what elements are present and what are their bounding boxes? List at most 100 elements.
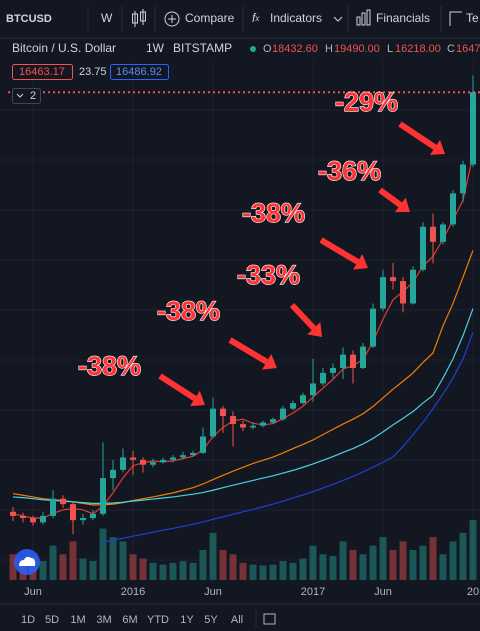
fx-icon[interactable]: fx <box>252 11 260 25</box>
candle-body <box>380 277 386 309</box>
range-button[interactable]: 1D <box>21 614 35 626</box>
legend: Bitcoin / U.S. Dollar 1W BITSTAMP O 1843… <box>12 41 480 55</box>
symbol-title: Bitcoin / U.S. Dollar <box>12 41 116 55</box>
volume-bar <box>329 556 337 580</box>
compare-icon[interactable] <box>164 11 180 27</box>
spread: 23.75 <box>79 66 107 78</box>
candle-body <box>60 498 66 505</box>
candle-body <box>120 457 126 470</box>
arrow-head <box>262 354 277 370</box>
indicators-button[interactable]: Indicators <box>270 11 322 25</box>
candle-body <box>160 459 166 463</box>
volume-bar <box>359 554 367 580</box>
indicator-count: 2 <box>30 90 36 102</box>
candle-body <box>320 372 326 384</box>
range-button[interactable]: All <box>231 614 243 626</box>
ask[interactable]: 16486.92 <box>116 66 162 78</box>
candle-body <box>190 452 196 456</box>
range-button[interactable]: 3M <box>96 614 111 626</box>
candle-body <box>200 436 206 453</box>
volume-bar <box>189 562 197 580</box>
candle-body <box>20 515 26 519</box>
candle-body <box>420 226 426 270</box>
financials-icon[interactable] <box>356 9 371 26</box>
candle-body <box>100 478 106 514</box>
range-button[interactable]: 5Y <box>204 614 218 626</box>
moving-average <box>102 332 474 543</box>
arrow-head <box>307 322 322 337</box>
volume-bar <box>239 562 247 580</box>
volume-bar <box>59 554 67 580</box>
more-button[interactable]: Te <box>466 11 479 25</box>
chevron[interactable] <box>333 16 343 22</box>
legend-interval: 1W <box>146 41 165 55</box>
bottom-bar: 1D 5D 1M 3M 6M YTD 1Y 5Y All <box>0 603 480 631</box>
toolbar-bg <box>0 0 480 38</box>
toolbar: BTCUSD W Compare fx Indicators Financial… <box>0 0 480 39</box>
moving-average <box>12 154 474 519</box>
volume-bar <box>199 550 207 580</box>
x-tick-label: Jun <box>374 586 392 598</box>
volume-bar <box>159 564 167 580</box>
bid-box[interactable] <box>12 64 73 80</box>
volume-bar <box>249 564 257 580</box>
range-button[interactable]: 1M <box>70 614 85 626</box>
volume-bar <box>269 564 277 580</box>
ask-box[interactable] <box>110 64 169 80</box>
volume-bar <box>419 545 427 580</box>
annotation: -29% <box>335 87 398 117</box>
compare-button[interactable]: Compare <box>185 11 235 25</box>
range-button[interactable]: 5D <box>45 614 59 626</box>
candle-body <box>150 462 156 465</box>
candle-body <box>360 346 366 369</box>
moving-average <box>12 308 474 504</box>
volume-bar <box>319 554 327 580</box>
chart-style-button[interactable] <box>132 9 146 27</box>
candle-body <box>390 277 396 282</box>
volume-bar <box>459 532 467 580</box>
candle-body <box>210 408 216 437</box>
financials-button[interactable]: Financials <box>376 11 430 25</box>
collapse-button[interactable] <box>12 88 41 104</box>
arrow-head <box>395 197 410 213</box>
candle-body <box>240 424 246 428</box>
range-button[interactable]: 6M <box>122 614 137 626</box>
market-status <box>250 46 256 52</box>
bid[interactable]: 16463.17 <box>19 66 65 78</box>
volume-bar <box>339 541 347 580</box>
arrow-shaft <box>378 187 403 208</box>
symbol[interactable]: BTCUSD <box>6 13 52 25</box>
plot-area: -38% -38% -33% -38% -36% -29% <box>0 60 480 582</box>
ohlc-value: 16218.00 <box>395 43 441 55</box>
candle-body <box>260 422 266 426</box>
candle-body <box>270 419 276 423</box>
range-button[interactable]: 1Y <box>180 614 194 626</box>
volume-bar <box>289 562 297 580</box>
candle-body <box>280 408 286 420</box>
candle-body <box>70 504 76 521</box>
volume-bar <box>219 550 227 580</box>
candle-body <box>230 416 236 425</box>
range-button[interactable]: YTD <box>147 614 169 626</box>
volume-bar <box>69 541 77 580</box>
volume-bar <box>349 550 357 580</box>
volume-bar <box>429 537 437 580</box>
candle-body <box>140 459 146 465</box>
candle-body <box>440 224 446 242</box>
volume-bar <box>119 541 127 580</box>
volume-bar <box>439 554 447 580</box>
x-tick-label: Jun <box>24 586 42 598</box>
date-range-icon[interactable] <box>263 613 276 625</box>
annotation: -38% <box>157 296 220 326</box>
interval-button[interactable]: W <box>101 11 113 25</box>
ohlc-label: H <box>325 43 333 55</box>
x-tick-label: 2017 <box>301 586 325 598</box>
x-tick-label: 20 <box>467 586 479 598</box>
candle-body <box>350 354 356 369</box>
volume-bar <box>259 565 267 580</box>
candle-body <box>40 515 46 523</box>
ohlc-label: L <box>387 43 393 55</box>
volume-bar <box>229 554 237 580</box>
template-icon[interactable] <box>449 11 462 26</box>
